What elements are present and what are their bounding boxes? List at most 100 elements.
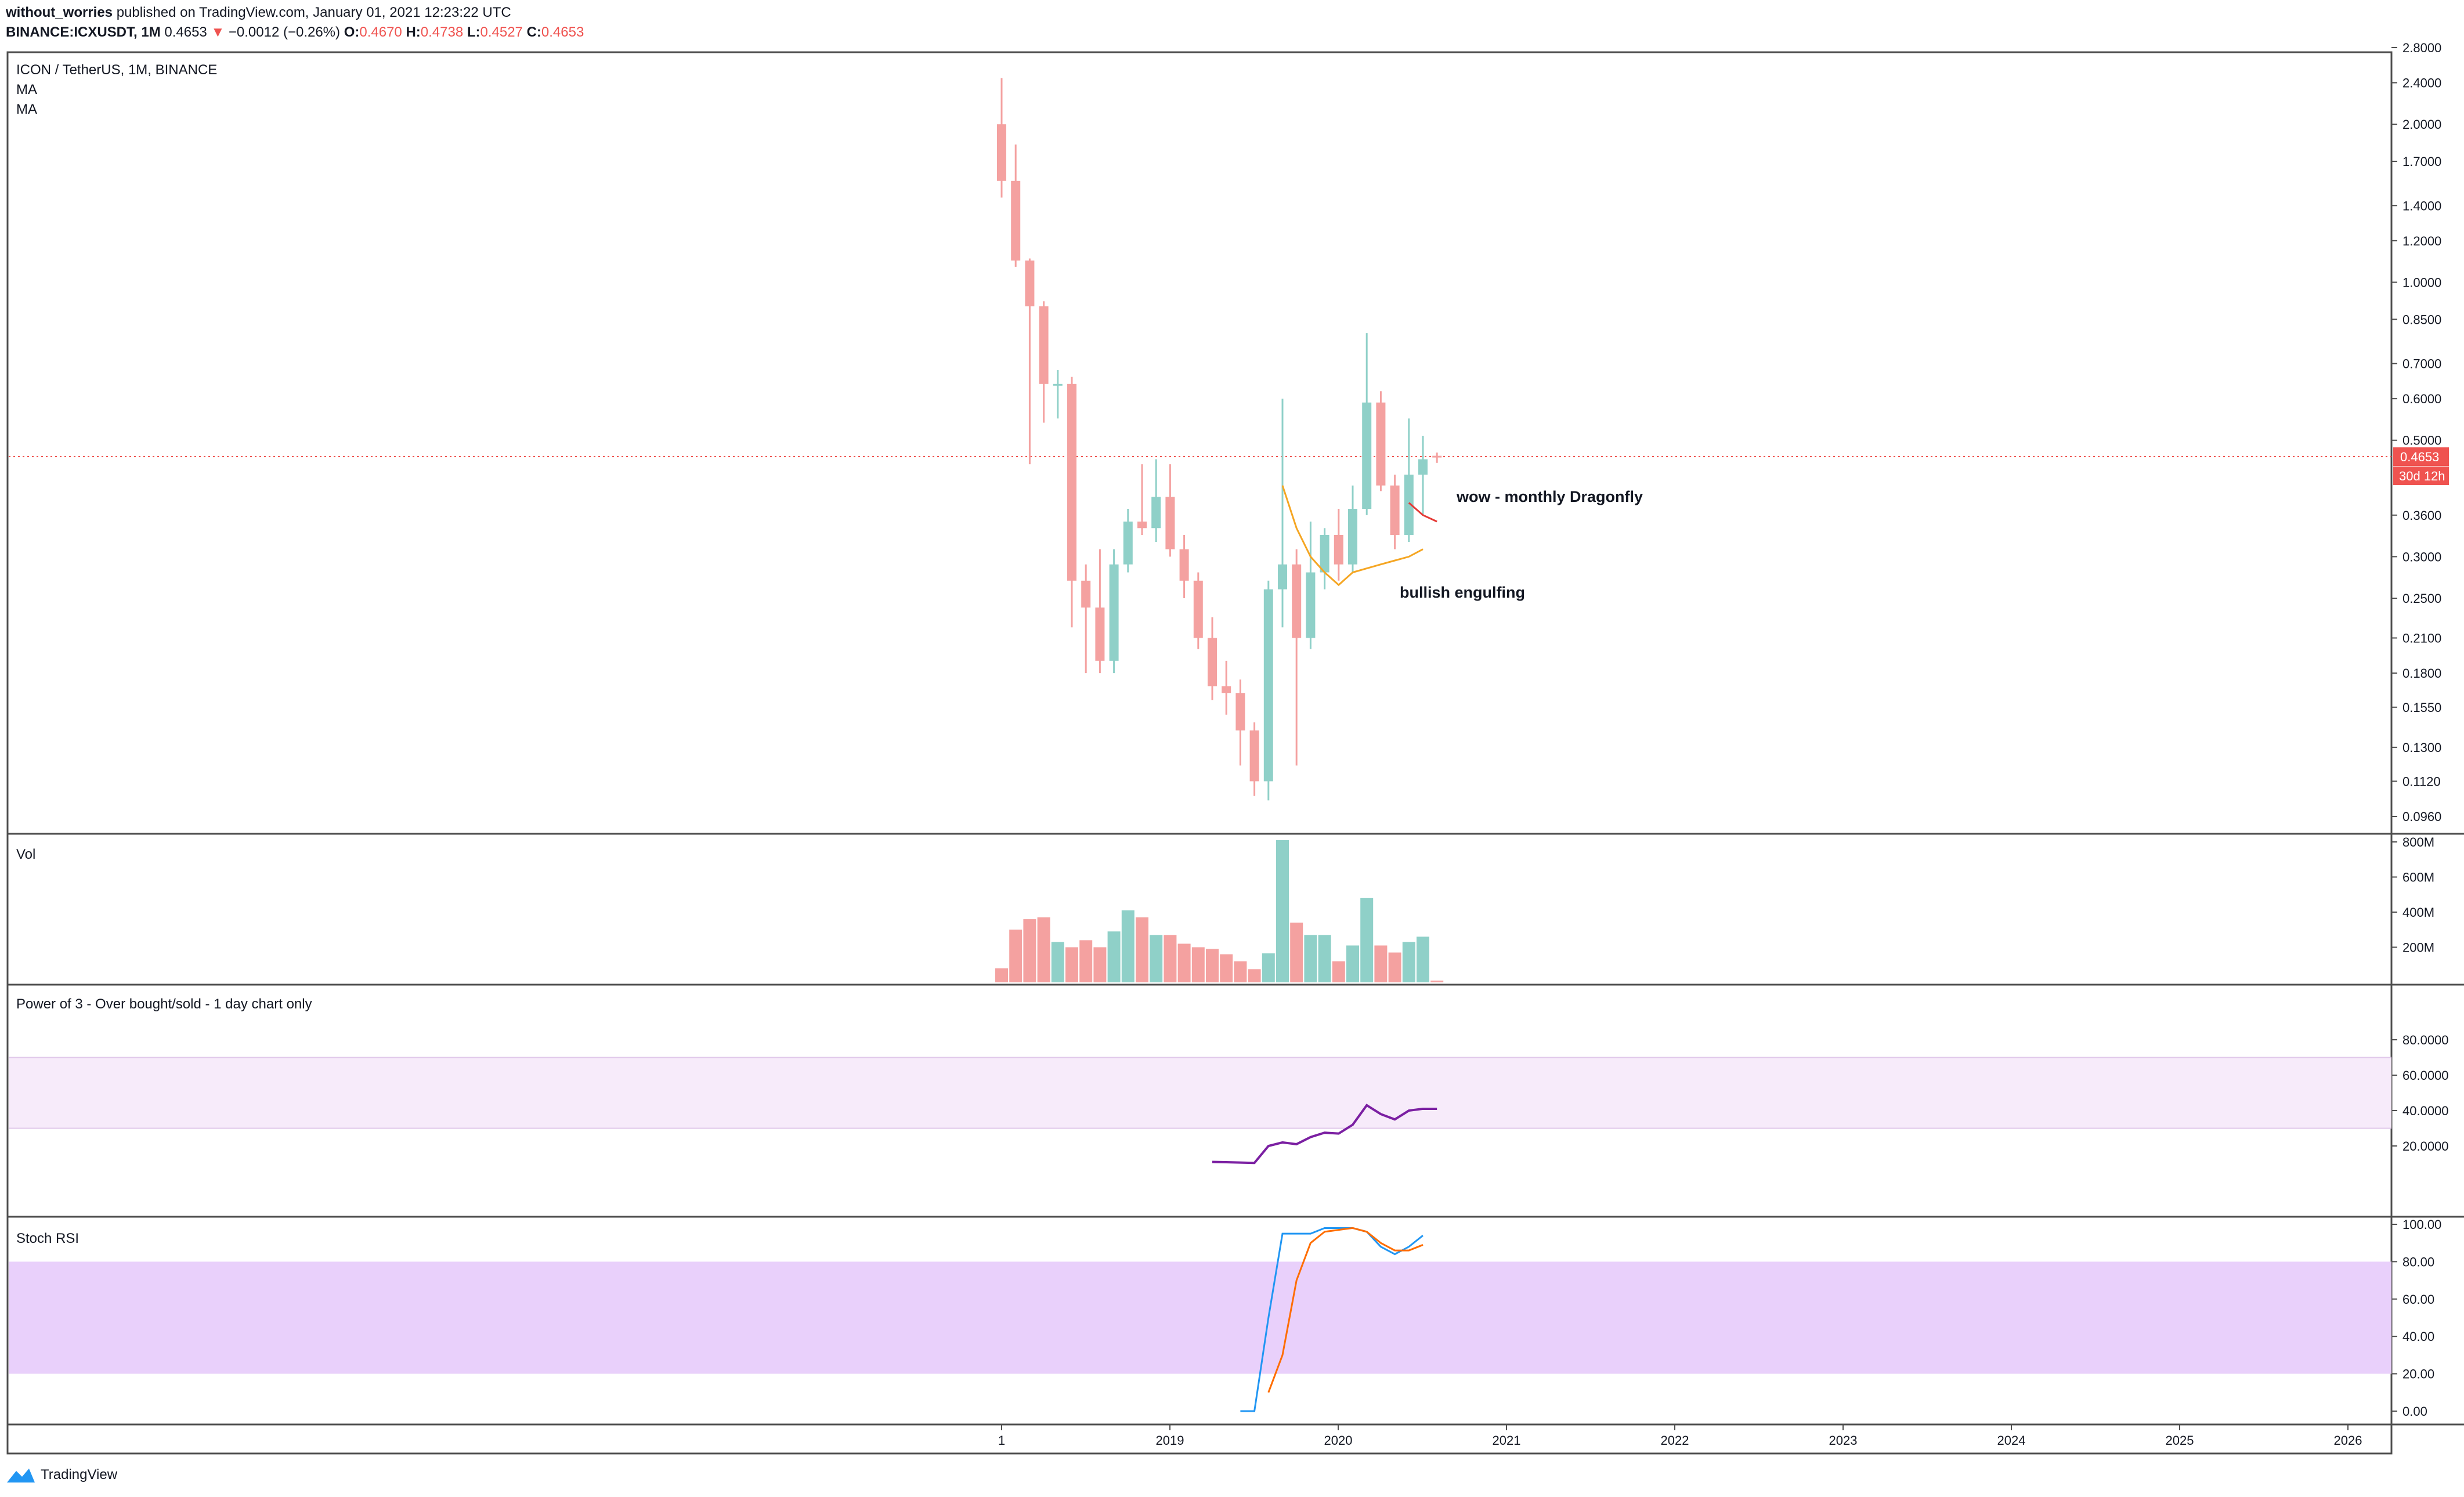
candles-layer	[997, 78, 1442, 801]
volume-bar	[1290, 923, 1303, 982]
tradingview-logo-icon	[7, 1469, 35, 1482]
price-tick-label: 0.1800	[2402, 666, 2441, 681]
low-value: 0.4527	[480, 24, 523, 40]
power-tick-label: 80.0000	[2402, 1033, 2449, 1047]
price-tick-label: 0.1120	[2402, 774, 2441, 789]
candle-body	[1249, 730, 1259, 782]
stoch-tick-label: 40.00	[2402, 1329, 2434, 1344]
ma-legend[interactable]: MA	[16, 82, 37, 97]
chart-frame	[6, 51, 2393, 1455]
footer-brand[interactable]: TradingView	[6, 1466, 117, 1484]
price-tick-label: 0.5000	[2402, 433, 2441, 448]
axis-layer: 2.8000 2.4000 2.0000 1.7000 1.4000 1.2000 1.00…	[998, 41, 2449, 1448]
candle-body	[1348, 509, 1357, 565]
ohlc-line: BINANCE:ICXUSDT, 1M 0.4653 ▼ −0.0012 (−0…	[6, 24, 584, 41]
time-tick-label: 2020	[1324, 1433, 1353, 1448]
stoch-line-layer	[1240, 1227, 1424, 1412]
vol-legend[interactable]: Vol	[16, 847, 35, 862]
stoch-legend[interactable]: Stoch RSI	[16, 1231, 79, 1246]
down-arrow-icon: ▼	[211, 24, 225, 40]
volume-bar	[1065, 947, 1078, 982]
stoch-band	[9, 1261, 2391, 1374]
price-tick-label: 1.2000	[2402, 234, 2441, 248]
candle-body	[1053, 384, 1063, 386]
time-tick-label: 2022	[1661, 1433, 1689, 1448]
time-tick-label: 2021	[1493, 1433, 1521, 1448]
author-name[interactable]: without_worries	[6, 5, 113, 20]
candle-body	[1011, 180, 1021, 261]
price-tick-label: 1.7000	[2402, 154, 2441, 169]
price-tick-label: 0.8500	[2402, 312, 2441, 327]
ma-legend[interactable]: MA	[16, 102, 37, 117]
power-band	[9, 1057, 2391, 1129]
price-change: −0.0012 (−0.26%)	[228, 24, 341, 40]
candle-body	[1193, 580, 1203, 638]
open-label: O:	[344, 24, 360, 40]
volume-bar	[1417, 936, 1429, 982]
candle-body	[1306, 572, 1316, 638]
candle-body	[1137, 521, 1147, 529]
stoch-tick-label: 80.00	[2402, 1254, 2434, 1269]
candle-body	[1095, 608, 1105, 661]
price-tick-label: 2.0000	[2402, 117, 2441, 132]
candle-body	[1025, 261, 1035, 306]
power-legend[interactable]: Power of 3 - Over bought/sold - 1 day ch…	[16, 996, 312, 1012]
power-tick-label: 20.0000	[2402, 1139, 2449, 1154]
time-tick-label: 2023	[1829, 1433, 1858, 1448]
stoch-tick-label: 0.00	[2402, 1404, 2427, 1419]
low-label: L:	[467, 24, 480, 40]
annotation-engulfing[interactable]: bullish engulfing	[1400, 584, 1525, 601]
close-value: 0.4653	[541, 24, 584, 40]
time-tick-label: 2026	[2334, 1433, 2362, 1448]
stoch-tick-label: 100.00	[2402, 1217, 2441, 1232]
candle-body	[1320, 534, 1329, 573]
ma-red-line	[1408, 502, 1437, 523]
price-tick-label: 0.0960	[2402, 809, 2441, 824]
time-tick-label: 2019	[1156, 1433, 1184, 1448]
last-price-tag-text: 0.4653	[2400, 450, 2439, 464]
candle-body	[997, 124, 1006, 181]
volume-bar	[1388, 952, 1401, 982]
publish-info: published on TradingView.com, January 01…	[116, 5, 511, 20]
volume-bar	[1262, 953, 1275, 982]
annotation-dragonfly[interactable]: wow - monthly Dragonfly	[1456, 488, 1643, 505]
time-tick-label: 2025	[2166, 1433, 2194, 1448]
candle-body	[1334, 534, 1343, 565]
vol-tick-label: 200M	[2402, 941, 2434, 955]
power-line	[1212, 1104, 1437, 1165]
open-value: 0.4670	[359, 24, 402, 40]
volume-bar	[1332, 961, 1345, 982]
candle-body	[1179, 549, 1189, 581]
time-tick-label: 2024	[1997, 1433, 2026, 1448]
candle-body	[1292, 564, 1302, 638]
high-value: 0.4738	[420, 24, 464, 40]
candle-body	[1362, 402, 1372, 509]
candle-body	[1418, 459, 1428, 475]
price-tick-label: 2.8000	[2402, 41, 2441, 55]
price-tick-label: 0.2500	[2402, 591, 2441, 606]
price-tick-label: 0.3600	[2402, 508, 2441, 523]
candle-body	[1151, 497, 1161, 529]
stoch-tick-label: 60.00	[2402, 1292, 2434, 1307]
last-price: 0.4653	[164, 24, 207, 40]
volume-bar	[1164, 935, 1177, 982]
publish-line: without_worries published on TradingView…	[6, 5, 511, 21]
volume-bar	[1009, 930, 1023, 982]
volume-bar	[1051, 942, 1064, 982]
volume-bar	[1206, 949, 1219, 982]
high-label: H:	[406, 24, 421, 40]
volume-bar	[1191, 947, 1205, 982]
volume-bar	[1107, 931, 1121, 982]
close-label: C:	[526, 24, 541, 40]
candle-body	[1376, 402, 1386, 486]
candle-body	[1390, 485, 1400, 535]
price-tick-label: 0.1300	[2402, 740, 2441, 755]
volume-bar	[995, 968, 1008, 982]
brand-name: TradingView	[41, 1467, 118, 1482]
volume-bar	[1093, 947, 1107, 982]
countdown-tag-text: 30d 12h	[2399, 469, 2445, 483]
candle-body	[1067, 384, 1076, 581]
candle-body	[1123, 521, 1133, 565]
volume-bar	[1248, 969, 1261, 982]
